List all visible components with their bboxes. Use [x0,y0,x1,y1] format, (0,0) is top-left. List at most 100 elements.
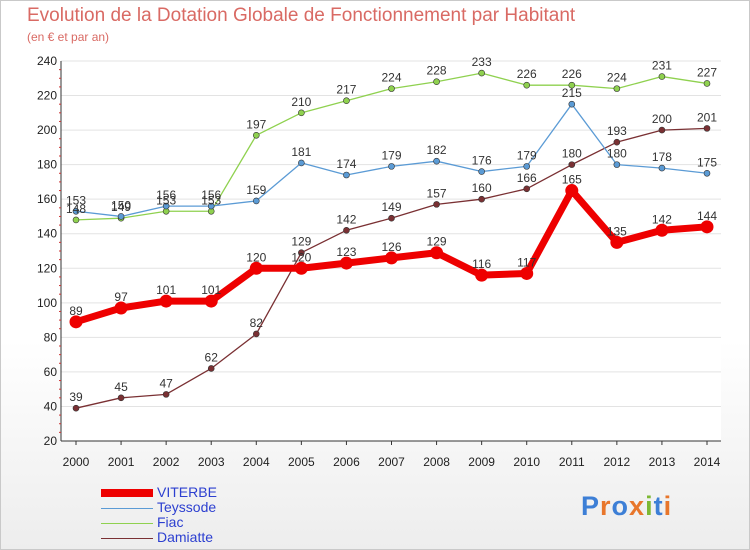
point-fiac-2005 [298,109,305,117]
point-fiac-2010 [523,81,531,89]
x-tick-label-2004: 2004 [243,455,270,469]
point-viterbe-2002 [159,294,173,308]
point-teyssode-2002 [162,202,170,210]
point-viterbe-2003 [204,294,218,308]
point-damiatte-2010 [523,185,531,193]
x-tick-label-2014: 2014 [694,455,721,469]
y-tick-label-60: 60 [44,365,58,379]
point-damiatte-2002 [162,391,170,398]
chart-subtitle: (en € et par an) [27,30,110,44]
point-fiac-2007 [388,85,395,92]
point-teyssode-2010 [523,163,531,170]
y-tick-label-220: 220 [37,89,57,103]
point-teyssode-2001 [117,213,125,220]
legend-label-damiatte: Damiatte [157,529,214,545]
label-viterbe-2010: 117 [517,255,536,269]
y-tick-label-160: 160 [37,192,57,206]
y-tick-label-40: 40 [44,399,58,413]
label-teyssode-2010: 179 [517,148,537,162]
label-fiac-2011: 226 [562,67,582,81]
x-tick-label-2002: 2002 [153,455,180,469]
label-viterbe-2004: 120 [246,250,266,264]
point-fiac-2006 [343,97,350,105]
point-teyssode-2007 [388,163,395,170]
label-teyssode-2005: 181 [291,145,311,159]
label-damiatte-2002: 47 [159,376,173,390]
point-damiatte-2003 [207,365,215,372]
point-viterbe-2005 [294,261,308,275]
x-tick-label-2007: 2007 [378,455,405,469]
data-labels: 39 45 47 62 82 129 142 149 157 160 166 180 193 200 201… [66,55,717,404]
point-viterbe-2008 [430,246,444,260]
y-tick-label-120: 120 [37,261,57,275]
point-viterbe-2004 [249,261,263,275]
logo-letter: x [629,491,646,521]
label-fiac-2001: 149 [111,200,131,214]
point-fiac-2000 [72,216,80,224]
label-teyssode-2008: 182 [427,143,447,157]
proxiti-logo: Proxiti [581,491,672,522]
point-damiatte-2001 [117,394,125,402]
y-tick-label-240: 240 [37,54,57,68]
label-teyssode-2004: 159 [246,183,266,197]
y-tick-label-140: 140 [37,227,57,241]
label-viterbe-2011: 165 [562,173,582,187]
point-viterbe-2011 [565,184,579,198]
label-damiatte-2003: 62 [205,350,219,364]
label-damiatte-2006: 142 [336,212,356,226]
point-teyssode-2005 [298,159,305,167]
label-viterbe-2005: 120 [291,250,311,264]
label-teyssode-2001: 150 [111,198,131,212]
point-fiac-2012 [613,85,621,92]
label-fiac-2014: 227 [697,65,717,79]
point-teyssode-2009 [478,168,485,175]
label-fiac-2012: 224 [607,71,627,85]
point-damiatte-2006 [343,226,350,234]
point-viterbe-2007 [385,251,398,265]
point-fiac-2014 [703,80,711,87]
label-viterbe-2003: 101 [201,283,221,297]
x-tick-label-2000: 2000 [63,455,90,469]
y-tick-label-100: 100 [37,296,57,310]
label-viterbe-2006: 123 [336,245,356,259]
x-tick-label-2008: 2008 [423,455,450,469]
label-fiac-2000: 148 [66,202,86,216]
legend-swatch-damiatte [101,538,153,539]
point-teyssode-2003 [207,202,215,210]
logo-letter: o [611,491,630,521]
grid [61,60,721,442]
point-viterbe-2012 [610,235,624,249]
point-teyssode-2011 [568,100,576,108]
point-damiatte-2013 [658,126,666,134]
point-teyssode-2000 [72,207,80,215]
legend-label-fiac: Fiac [157,514,184,530]
label-teyssode-2012: 180 [607,147,627,161]
point-damiatte-2012 [613,138,621,146]
x-tick-label-2012: 2012 [604,455,631,469]
label-teyssode-2013: 178 [652,150,672,164]
label-teyssode-2011: 215 [562,86,582,100]
label-fiac-2007: 224 [381,71,401,85]
y-tick-label-80: 80 [44,330,58,344]
label-damiatte-2011: 180 [562,147,582,161]
series-group [69,69,714,412]
label-teyssode-2014: 175 [697,155,717,169]
point-damiatte-2008 [433,201,440,208]
point-viterbe-2000 [69,315,83,329]
x-tick-label-2001: 2001 [108,455,135,469]
label-viterbe-2014: 144 [697,209,717,223]
label-damiatte-2009: 160 [472,181,492,195]
point-fiac-2009 [478,69,485,77]
label-damiatte-2000: 39 [69,390,83,404]
label-viterbe-2008: 129 [427,235,447,249]
label-damiatte-2001: 45 [114,380,128,394]
x-tick-label-2011: 2011 [559,455,585,469]
label-viterbe-2012: 135 [607,224,627,238]
legend-label-viterbe: VITERBE [157,484,217,500]
point-damiatte-2011 [568,161,576,168]
x-tick-label-2010: 2010 [513,455,540,469]
point-damiatte-2005 [298,249,305,257]
